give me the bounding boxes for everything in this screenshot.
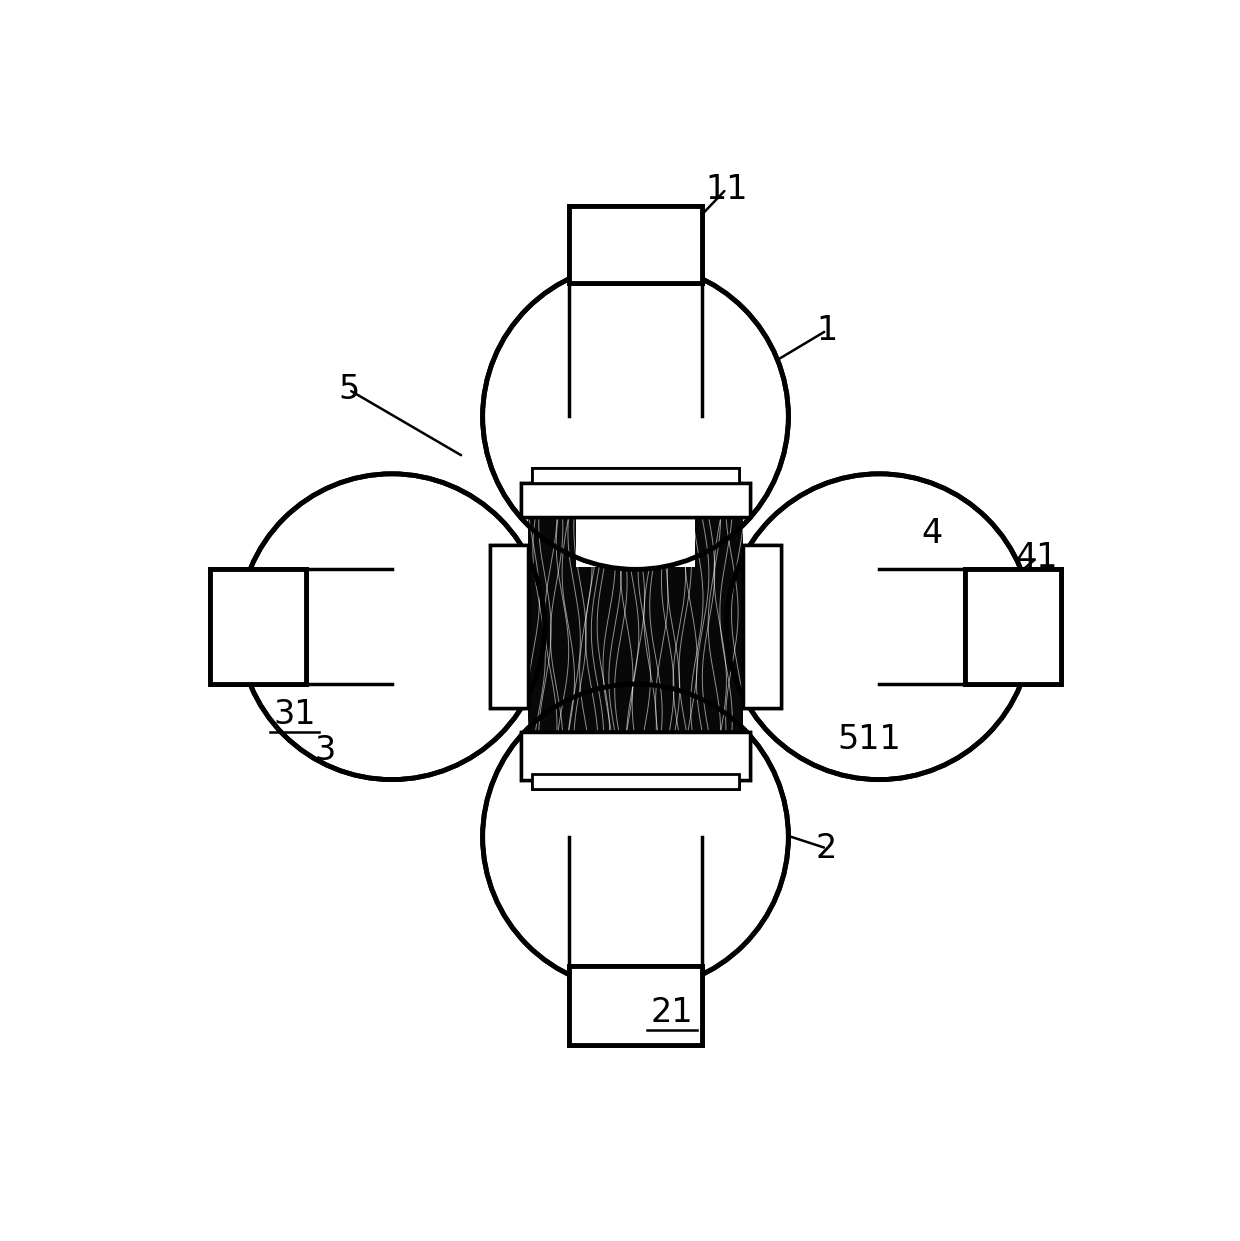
Text: 4: 4 bbox=[921, 516, 942, 550]
Text: 31: 31 bbox=[273, 699, 316, 731]
Bar bbox=[743, 546, 781, 707]
Bar bbox=[528, 516, 743, 732]
Bar bbox=[965, 570, 1060, 684]
Bar bbox=[490, 546, 528, 707]
Bar bbox=[569, 965, 702, 1045]
Bar bbox=[490, 546, 528, 707]
Text: 5: 5 bbox=[339, 374, 360, 406]
Bar bbox=[532, 468, 739, 484]
Bar bbox=[521, 732, 750, 779]
Bar bbox=[965, 570, 1060, 684]
Text: 41: 41 bbox=[1016, 541, 1058, 575]
Circle shape bbox=[482, 263, 789, 570]
Bar bbox=[521, 484, 750, 516]
Text: 11: 11 bbox=[706, 172, 748, 206]
Bar bbox=[577, 417, 694, 567]
Circle shape bbox=[239, 474, 544, 779]
Bar bbox=[532, 774, 739, 789]
Bar bbox=[577, 283, 694, 418]
Bar bbox=[532, 468, 739, 484]
Bar bbox=[569, 206, 702, 283]
Text: 2: 2 bbox=[816, 831, 837, 865]
Bar bbox=[743, 546, 781, 707]
Bar bbox=[521, 484, 750, 516]
Text: 1: 1 bbox=[816, 314, 837, 347]
Circle shape bbox=[727, 474, 1032, 779]
Bar bbox=[472, 417, 799, 468]
Bar bbox=[569, 206, 702, 283]
Bar bbox=[211, 570, 306, 684]
Bar bbox=[569, 965, 702, 1045]
Bar bbox=[211, 570, 306, 684]
Circle shape bbox=[482, 684, 789, 990]
Bar bbox=[521, 732, 750, 779]
Text: 21: 21 bbox=[651, 997, 693, 1029]
Text: 511: 511 bbox=[838, 724, 901, 756]
Text: 3: 3 bbox=[314, 735, 336, 767]
Bar bbox=[532, 774, 739, 789]
